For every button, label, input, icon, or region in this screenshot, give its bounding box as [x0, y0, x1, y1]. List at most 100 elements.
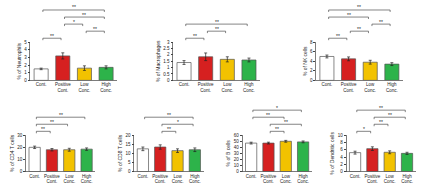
svg-text:Cont.: Cont.	[36, 82, 47, 87]
svg-text:Cont.: Cont.	[350, 174, 361, 179]
svg-text:40: 40	[234, 145, 240, 150]
svg-text:PositiveCont.: PositiveCont.	[152, 174, 168, 185]
svg-text:0: 0	[236, 169, 239, 174]
svg-text:30: 30	[234, 151, 240, 156]
svg-text:1.5: 1.5	[163, 59, 170, 64]
svg-text:0: 0	[340, 169, 343, 174]
svg-text:**: **	[379, 105, 383, 111]
svg-text:4: 4	[24, 47, 27, 52]
svg-text:**: **	[93, 26, 97, 32]
svg-text:PositiveCont.: PositiveCont.	[364, 174, 380, 185]
svg-text:20: 20	[17, 145, 23, 150]
svg-text:1: 1	[24, 70, 27, 75]
svg-text:LowConc.: LowConc.	[280, 174, 292, 185]
svg-text:60: 60	[234, 133, 240, 138]
svg-text:50: 50	[234, 139, 240, 144]
svg-text:**: **	[357, 4, 361, 10]
svg-text:3: 3	[24, 55, 27, 60]
svg-text:HighConc.: HighConc.	[386, 82, 398, 93]
svg-text:**: **	[41, 126, 45, 132]
svg-text:8: 8	[340, 140, 343, 145]
svg-text:**: **	[215, 19, 219, 25]
svg-text:**: **	[193, 33, 197, 39]
svg-text:PositiveCont.: PositiveCont.	[44, 174, 60, 185]
svg-text:**: **	[347, 12, 351, 18]
svg-text:3: 3	[167, 40, 170, 45]
svg-text:0: 0	[310, 78, 313, 83]
svg-text:0: 0	[167, 78, 170, 83]
svg-text:PositiveCont.: PositiveCont.	[261, 174, 277, 185]
svg-text:20: 20	[234, 157, 240, 162]
svg-text:10: 10	[234, 163, 240, 168]
svg-text:15: 15	[126, 142, 132, 147]
svg-text:2: 2	[167, 52, 170, 57]
svg-text:10: 10	[338, 133, 344, 138]
svg-text:% of Neutrophils: % of Neutrophils	[16, 42, 22, 79]
svg-text:LowConc.: LowConc.	[63, 174, 75, 185]
svg-text:PositiveCont.: PositiveCont.	[55, 82, 71, 93]
svg-text:Cont.: Cont.	[246, 174, 257, 179]
svg-text:4: 4	[310, 59, 313, 64]
svg-text:Cont.: Cont.	[29, 174, 40, 179]
svg-text:6: 6	[310, 49, 313, 54]
svg-text:*: *	[73, 19, 75, 25]
svg-text:**: **	[215, 26, 219, 32]
svg-text:*: *	[276, 105, 278, 111]
svg-text:Cont.: Cont.	[322, 82, 333, 87]
svg-text:**: **	[357, 26, 361, 32]
svg-text:2.5: 2.5	[163, 46, 170, 51]
svg-text:10: 10	[126, 151, 132, 156]
svg-text:2: 2	[340, 162, 343, 167]
svg-text:HighConc.: HighConc.	[81, 174, 93, 185]
svg-text:LowConc.: LowConc.	[79, 82, 91, 93]
svg-text:LowConc.: LowConc.	[364, 82, 376, 93]
svg-text:2: 2	[310, 68, 313, 73]
svg-text:0: 0	[20, 169, 23, 174]
svg-text:**: **	[336, 33, 340, 39]
svg-text:% of NK cells: % of NK cells	[302, 46, 308, 76]
svg-text:5: 5	[24, 40, 27, 45]
svg-text:*: *	[177, 119, 179, 125]
svg-text:10: 10	[17, 157, 23, 162]
svg-text:HighConc.: HighConc.	[297, 174, 309, 185]
svg-text:0: 0	[128, 169, 131, 174]
svg-text:HighConc.: HighConc.	[243, 82, 255, 93]
svg-text:HighConc.: HighConc.	[401, 174, 413, 185]
svg-text:2: 2	[24, 63, 27, 68]
svg-text:% of CD8 T cells: % of CD8 T cells	[117, 134, 123, 172]
svg-text:6: 6	[340, 147, 343, 152]
svg-text:% of Macrophages: % of Macrophages	[155, 40, 161, 82]
svg-text:**: **	[388, 112, 392, 118]
svg-text:**: **	[379, 119, 383, 125]
svg-text:**: **	[50, 33, 54, 39]
svg-text:**: **	[59, 112, 63, 118]
svg-text:% of CD4 T cells: % of CD4 T cells	[9, 134, 15, 172]
svg-text:HighConc.: HighConc.	[100, 82, 112, 93]
svg-text:**: **	[379, 19, 383, 25]
svg-text:**: **	[50, 119, 54, 125]
svg-text:**: **	[284, 119, 288, 125]
svg-text:PositiveCont.: PositiveCont.	[341, 82, 357, 93]
svg-text:PositiveCont.: PositiveCont.	[198, 82, 214, 93]
svg-text:% of B cells: % of B cells	[225, 140, 231, 167]
svg-text:30: 30	[17, 133, 23, 138]
svg-text:**: **	[72, 4, 76, 10]
svg-text:LowConc.: LowConc.	[221, 82, 233, 93]
svg-text:5: 5	[128, 160, 131, 165]
svg-text:**: **	[167, 126, 171, 132]
svg-text:8: 8	[310, 40, 313, 45]
svg-text:0.5: 0.5	[163, 72, 170, 77]
svg-text:4: 4	[340, 155, 343, 160]
svg-text:0: 0	[24, 78, 27, 83]
svg-text:LowConc.: LowConc.	[384, 174, 396, 185]
svg-text:**: **	[167, 112, 171, 118]
svg-text:Cont.: Cont.	[179, 82, 190, 87]
svg-text:20: 20	[126, 133, 132, 138]
svg-text:1: 1	[167, 65, 170, 70]
svg-text:**: **	[266, 112, 270, 118]
svg-text:**: **	[82, 12, 86, 18]
svg-text:LowConc.: LowConc.	[172, 174, 184, 185]
svg-text:Cont.: Cont.	[138, 174, 149, 179]
svg-text:% of Dendritic cells: % of Dendritic cells	[329, 132, 335, 175]
svg-text:*: *	[363, 126, 365, 132]
